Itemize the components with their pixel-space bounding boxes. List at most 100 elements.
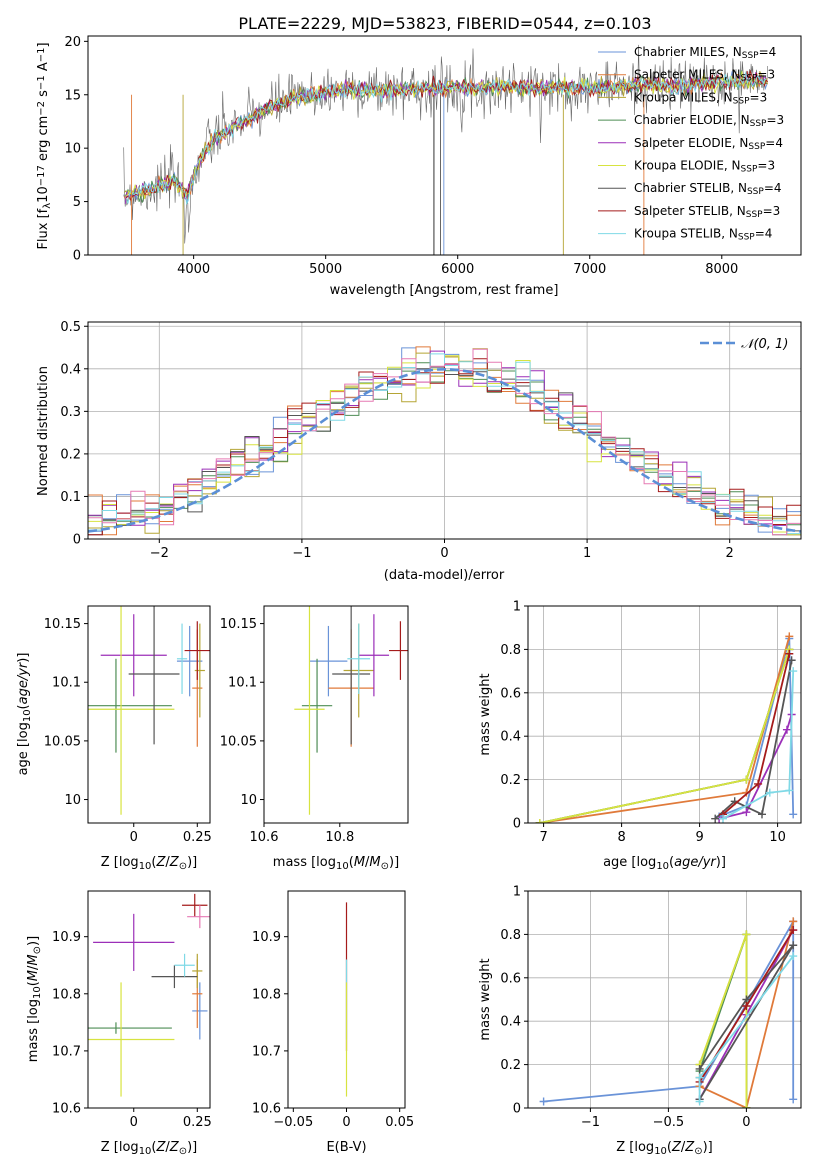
y-tick-label: 0.6: [500, 971, 521, 986]
legend-entry-n: =3: [750, 90, 768, 104]
y-axis-label: mass [log10(M/M⊙)]: [26, 936, 43, 1062]
y-tick-label: 0.6: [500, 686, 521, 701]
legend-entry: Salpeter MILES, NSSP=3: [634, 68, 775, 84]
weight-marker: [789, 917, 798, 926]
label-part: 10: [139, 861, 152, 872]
weight-marker: [535, 819, 544, 823]
x-tick-label: −1: [292, 546, 311, 561]
x-tick-label: 10.6: [250, 830, 279, 845]
x-tick-label: 6000: [441, 262, 474, 277]
y-tick-label: 0.8: [500, 928, 521, 943]
label-part: )]: [716, 855, 726, 870]
legend-entry-name: Chabrier STELIB, N: [634, 181, 747, 195]
label-part: /: [681, 1140, 686, 1155]
weight-marker: [742, 1104, 751, 1108]
label-part: Z: [671, 1140, 682, 1155]
label-part: (: [667, 1140, 672, 1155]
y-tick-label: 10: [64, 793, 81, 808]
x-tick-label: 0.25: [183, 1115, 212, 1130]
weight-line: [714, 660, 793, 820]
normal-curve: [88, 367, 801, 533]
x-tick-label: 1: [583, 546, 591, 561]
label-part: 10: [36, 186, 51, 203]
weight-marker: [785, 649, 794, 658]
y-axis-label: age [log10(age/yr)]: [16, 653, 33, 776]
y-tick-label: 0: [73, 249, 81, 264]
label-part: (: [16, 704, 31, 709]
legend-entry: 𝒩(0, 1): [741, 337, 788, 352]
x-tick-label: 10: [769, 830, 786, 845]
label-part: A: [36, 62, 51, 75]
label-part: ⊙: [694, 1146, 702, 1157]
x-tick-label: 0: [130, 1115, 138, 1130]
legend-entry-sub: SSP: [741, 165, 758, 175]
panel-residuals: 𝒩(0, 1) −2 −1 0 1 2 0 0.1 0.2 0.3 0.4 0.5 (data-mode…: [36, 320, 802, 583]
weight-marker: [742, 930, 751, 939]
label-part: /: [165, 1140, 170, 1155]
legend-entry: Kroupa STELIB, NSSP=4: [634, 227, 772, 243]
spectrum-model-line: [125, 71, 768, 200]
label-part: (: [349, 855, 354, 870]
legend-entry-sub: SSP: [741, 74, 758, 84]
weight-marker: [758, 810, 766, 819]
x-axis-label: mass [log10(M/M⊙)]: [273, 855, 399, 872]
plot-area: [88, 606, 210, 815]
y-tick-label: 1: [513, 885, 521, 900]
x-axis-label: Z [log10(Z/Z⊙)]: [101, 1140, 198, 1157]
label-part: (: [151, 1140, 156, 1155]
legend-entry-n: =4: [765, 136, 783, 150]
legend-entry-sub: SSP: [733, 97, 750, 107]
weight-marker: [785, 786, 794, 795]
y-tick-label: 5: [73, 195, 81, 210]
x-tick-label: −1: [581, 1115, 600, 1130]
label-part: age/yr: [16, 661, 31, 704]
label-part: )]: [187, 855, 197, 870]
x-tick-label: 0: [342, 1115, 350, 1130]
label-part: Z: [169, 855, 180, 870]
x-tick-label: 2: [726, 546, 734, 561]
label-part: 10: [654, 1146, 667, 1157]
weight-marker: [719, 814, 727, 823]
x-tick-label: 8: [617, 830, 625, 845]
label-part: mass [log: [273, 855, 336, 870]
y-tick-label: 10.7: [52, 1044, 81, 1059]
label-part: 10: [139, 1146, 152, 1157]
label-part: )]: [389, 855, 399, 870]
weight-marker: [695, 1097, 704, 1106]
label-part: /: [26, 965, 41, 970]
label-part: erg cm: [36, 116, 51, 165]
x-axis-label: (data-model)/error: [384, 568, 505, 583]
plot-area: [88, 893, 210, 1097]
legend-entry-name: Kroupa STELIB, N: [634, 227, 738, 241]
weight-line: [539, 636, 791, 823]
x-tick-label: 4000: [177, 262, 210, 277]
label-part: M: [369, 855, 380, 870]
y-tick-label: 10.05: [220, 734, 257, 749]
legend-entry-n: =3: [757, 68, 775, 82]
legend-entry: Salpeter ELODIE, NSSP=4: [634, 136, 783, 152]
legend-entry-sub: SSP: [742, 51, 759, 61]
weight-marker: [695, 1064, 704, 1073]
x-tick-label: 8000: [705, 262, 738, 277]
label-part: −17: [36, 165, 47, 186]
x-tick-label: 10.8: [325, 830, 354, 845]
panel-weight-vs-z: −1 −0.5 000.20.40.60.81Z [log10(Z/Z⊙)]mass…: [478, 885, 802, 1157]
y-tick-label: 10.05: [44, 734, 81, 749]
axes-frame: [87, 35, 802, 256]
label-part: Z: [156, 1140, 167, 1155]
x-tick-label: −0.05: [273, 1115, 313, 1130]
legend-entry-n: =3: [766, 113, 784, 127]
x-axis-label: wavelength [Angstrom, rest frame]: [330, 283, 559, 298]
label-part: mass [log: [26, 999, 41, 1062]
x-tick-label: −2: [150, 546, 169, 561]
x-tick-label: 0: [440, 546, 448, 561]
label-part: age [log: [603, 855, 656, 870]
label-part: ⊙: [179, 861, 187, 872]
weight-marker: [789, 941, 798, 950]
legend-entry-n: =4: [764, 181, 782, 195]
label-part: age/yr: [674, 855, 717, 870]
y-tick-label: 20: [64, 35, 81, 50]
